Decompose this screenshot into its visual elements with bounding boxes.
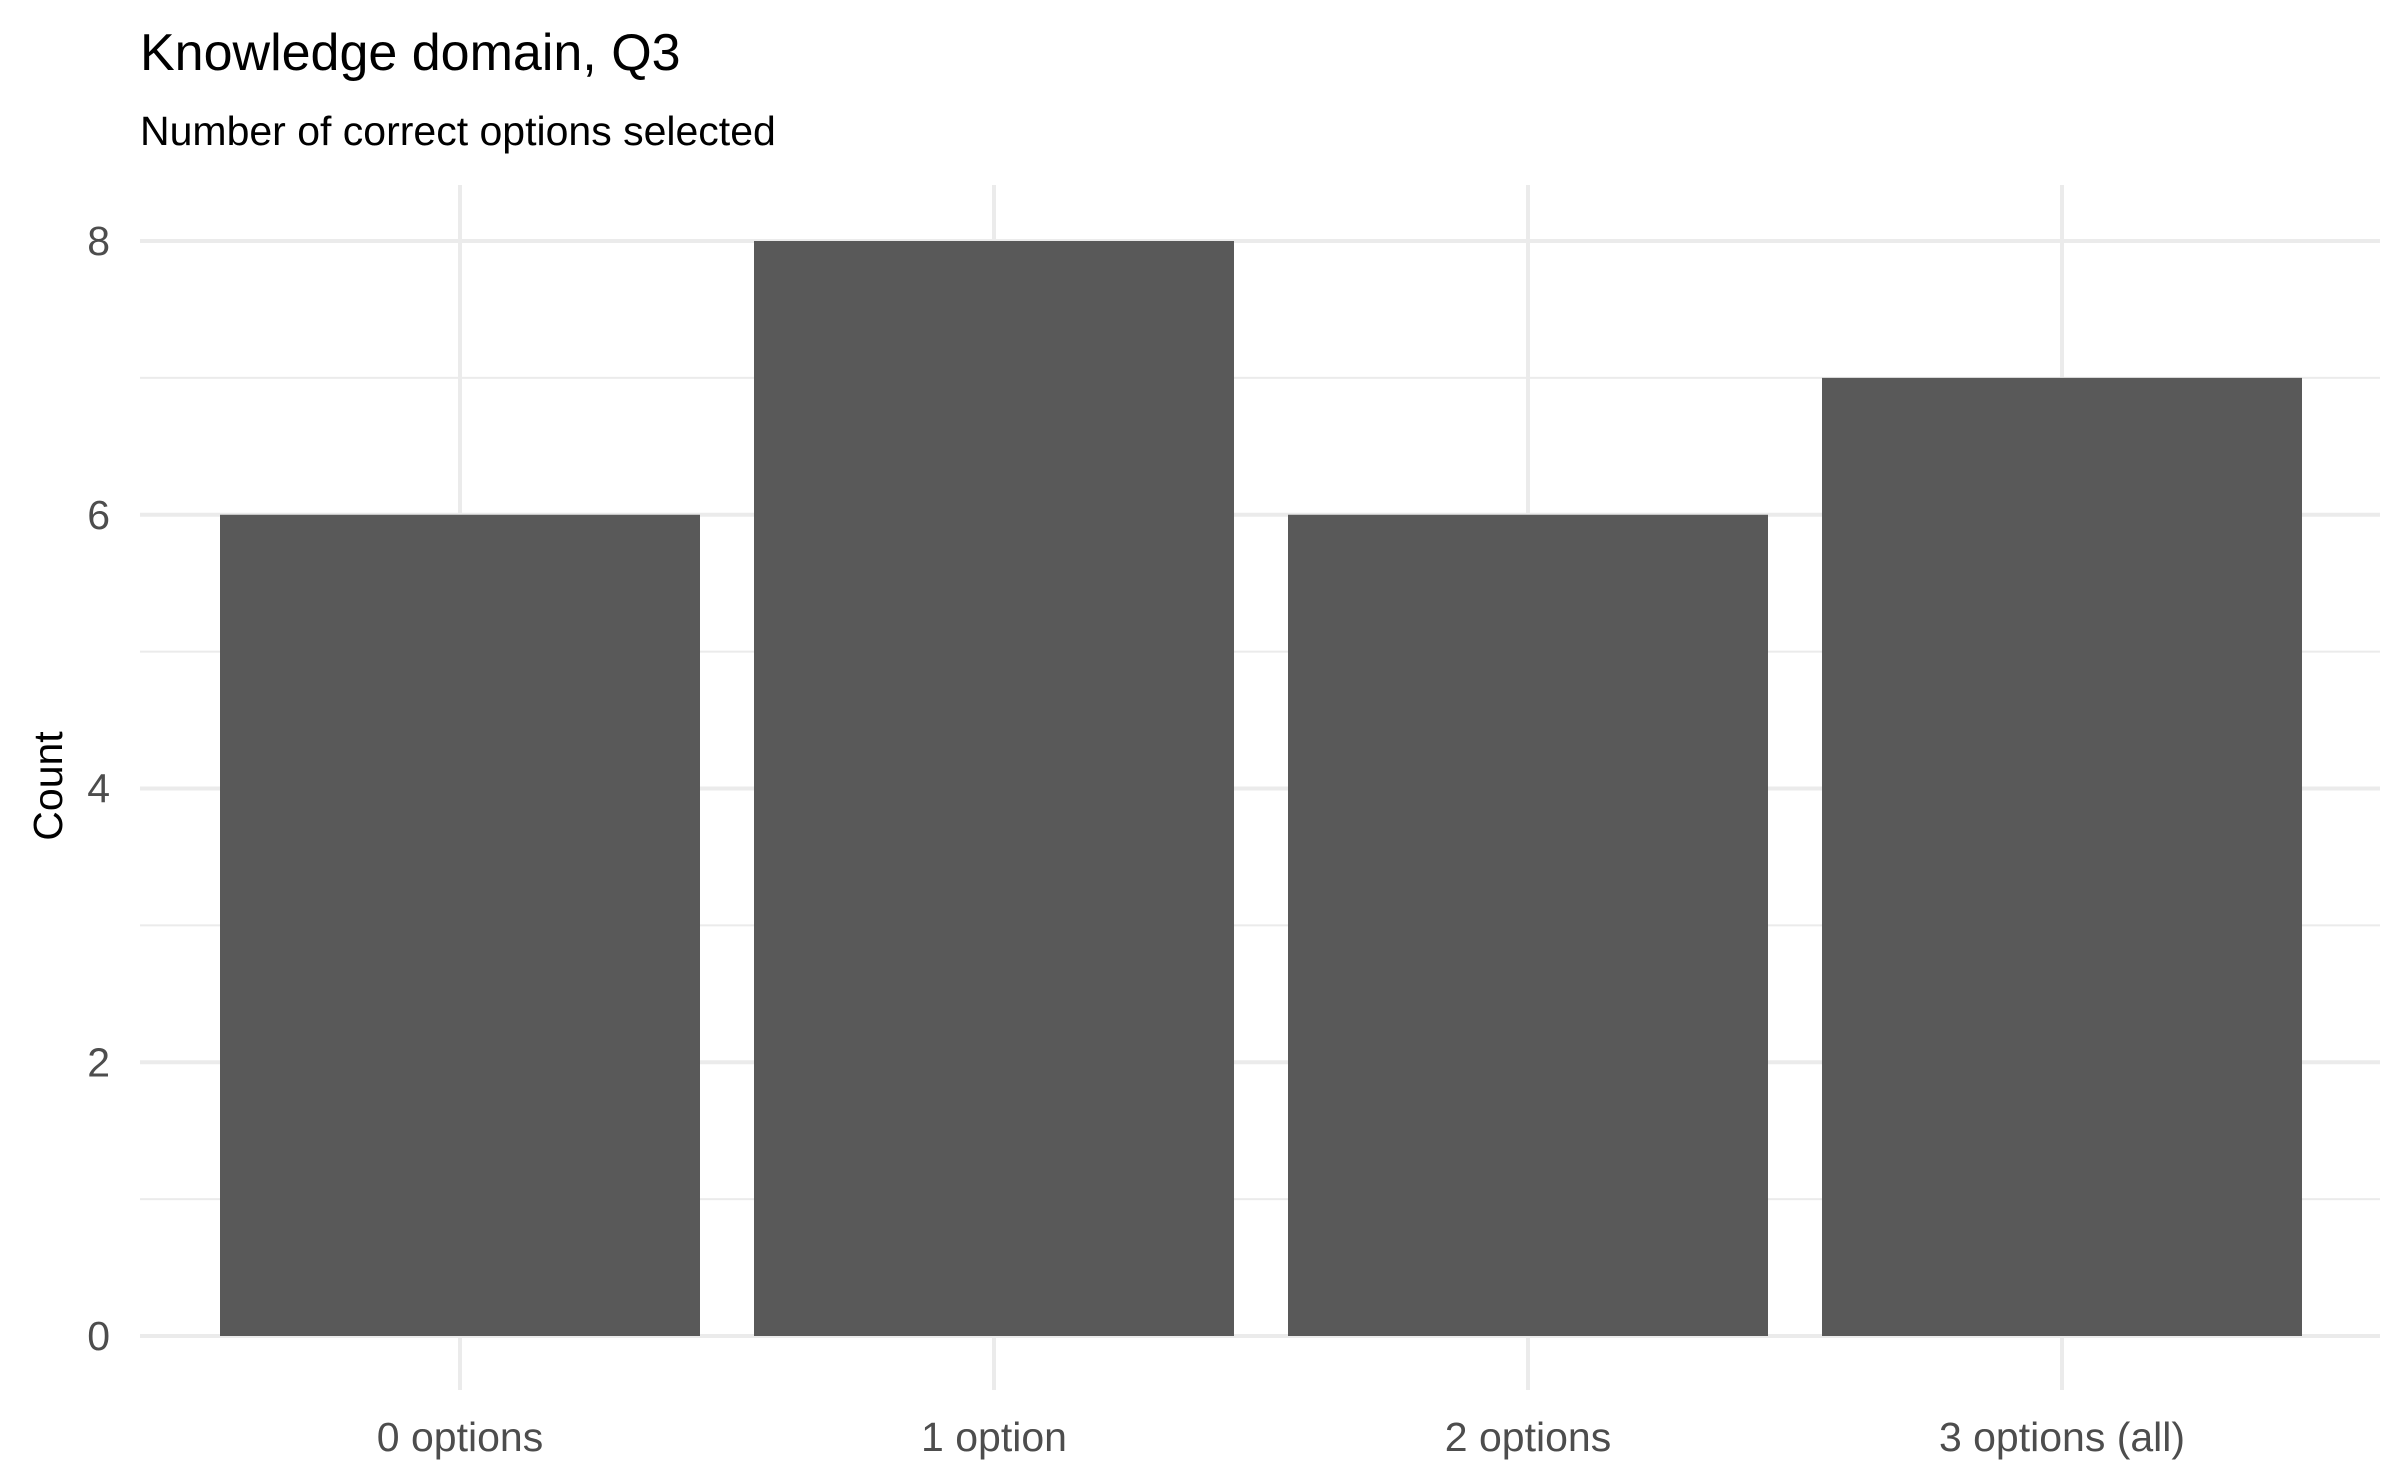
x-tick-label: 1 option bbox=[921, 1414, 1067, 1460]
y-axis-title: Count bbox=[25, 731, 71, 841]
y-tick-label: 0 bbox=[87, 1313, 110, 1359]
x-tick-label: 3 options (all) bbox=[1939, 1414, 2185, 1460]
y-tick-label: 2 bbox=[87, 1039, 110, 1085]
bar-3 bbox=[1288, 514, 1768, 1336]
chart-subtitle: Number of correct options selected bbox=[140, 108, 776, 154]
bar-1 bbox=[220, 514, 700, 1336]
x-axis-tick-labels: 0 options 1 option 2 options 3 options (all… bbox=[377, 1414, 2185, 1460]
bar-4 bbox=[1822, 377, 2302, 1336]
y-tick-label: 6 bbox=[87, 492, 110, 538]
y-tick-label: 4 bbox=[87, 766, 110, 812]
bars bbox=[220, 241, 2302, 1336]
chart-title: Knowledge domain, Q3 bbox=[140, 24, 681, 82]
y-axis-tick-labels: 0 2 4 6 8 bbox=[87, 218, 110, 1359]
bar-2 bbox=[754, 241, 1234, 1336]
x-tick-label: 2 options bbox=[1445, 1414, 1611, 1460]
x-tick-label: 0 options bbox=[377, 1414, 543, 1460]
y-tick-label: 8 bbox=[87, 218, 110, 264]
